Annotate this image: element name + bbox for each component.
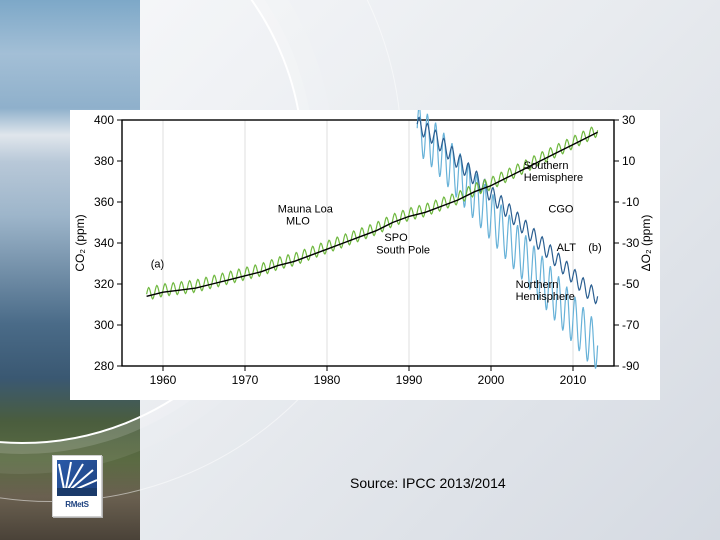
- svg-text:300: 300: [94, 318, 114, 332]
- svg-text:ALT: ALT: [557, 242, 577, 254]
- svg-text:-70: -70: [622, 318, 640, 332]
- source-caption: Source: IPCC 2013/2014: [350, 475, 506, 491]
- svg-text:380: 380: [94, 154, 114, 168]
- svg-text:CGO: CGO: [548, 203, 574, 215]
- svg-text:1980: 1980: [314, 373, 341, 387]
- svg-text:ΔO₂ (ppm): ΔO₂ (ppm): [639, 215, 653, 272]
- rmets-logo-rays-icon: [57, 460, 97, 496]
- svg-text:-50: -50: [622, 277, 640, 291]
- svg-text:Mauna Loa: Mauna Loa: [278, 203, 334, 215]
- svg-text:CO₂ (ppm): CO₂ (ppm): [73, 214, 87, 271]
- svg-text:320: 320: [94, 277, 114, 291]
- chart-svg: 1960 1970 1980 1990 2000 2010 280 300 320 340 360 3…: [70, 110, 660, 400]
- svg-text:1970: 1970: [232, 373, 259, 387]
- svg-text:360: 360: [94, 195, 114, 209]
- svg-text:-90: -90: [622, 359, 640, 373]
- svg-text:-10: -10: [622, 195, 640, 209]
- svg-text:Hemisphere: Hemisphere: [516, 291, 575, 303]
- chart-panel: 1960 1970 1980 1990 2000 2010 280 300 320 340 360 3…: [70, 110, 660, 400]
- svg-text:(b): (b): [588, 242, 601, 254]
- svg-text:MLO: MLO: [286, 216, 310, 228]
- rmets-logo-graphic: [57, 460, 97, 496]
- svg-text:Northern: Northern: [516, 279, 559, 291]
- svg-text:400: 400: [94, 113, 114, 127]
- svg-text:280: 280: [94, 359, 114, 373]
- slide-root: 1960 1970 1980 1990 2000 2010 280 300 320 340 360 3…: [0, 0, 720, 540]
- svg-text:2010: 2010: [560, 373, 587, 387]
- rmets-logo: RMetS: [52, 455, 102, 517]
- svg-text:(a): (a): [151, 259, 164, 271]
- svg-text:South Pole: South Pole: [376, 244, 430, 256]
- svg-text:10: 10: [622, 154, 636, 168]
- svg-text:2000: 2000: [478, 373, 505, 387]
- svg-text:30: 30: [622, 113, 636, 127]
- svg-text:SPO: SPO: [384, 232, 408, 244]
- svg-text:Southern: Southern: [524, 160, 569, 172]
- svg-text:-30: -30: [622, 236, 640, 250]
- svg-text:1990: 1990: [396, 373, 423, 387]
- rmets-logo-text: RMetS: [53, 500, 101, 509]
- svg-text:340: 340: [94, 236, 114, 250]
- svg-text:1960: 1960: [150, 373, 177, 387]
- svg-text:Hemisphere: Hemisphere: [524, 172, 583, 184]
